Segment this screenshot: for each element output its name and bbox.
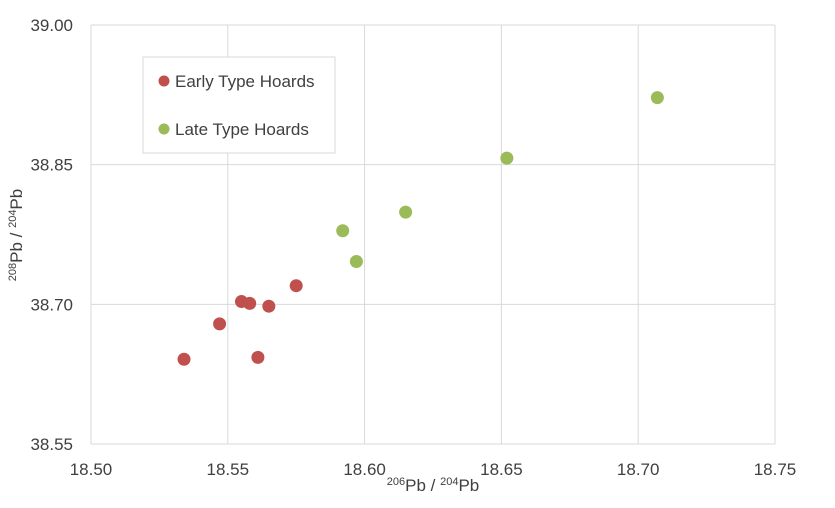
- x-tick-label: 18.55: [207, 460, 250, 479]
- late-type-hoard-point: [399, 205, 413, 219]
- legend-marker-late: [158, 123, 170, 135]
- legend-box: [142, 56, 336, 154]
- x-tick-label: 18.60: [343, 460, 386, 479]
- late-type-hoard-point: [349, 255, 363, 269]
- late-type-hoard-point: [500, 151, 514, 165]
- y-tick-label: 38.70: [30, 295, 73, 314]
- early-type-hoard-point: [262, 299, 276, 313]
- y-tick-label: 39.00: [30, 16, 73, 35]
- x-tick-label: 18.65: [480, 460, 523, 479]
- early-type-hoard-point: [213, 317, 227, 331]
- late-type-hoard-point: [650, 91, 664, 105]
- x-tick-labels: 18.50 18.55 18.60 18.65 18.70 18.75: [70, 460, 797, 479]
- x-tick-label: 18.50: [70, 460, 113, 479]
- x-axis-label: 206Pb / 204Pb: [387, 476, 479, 495]
- x-tick-label: 18.70: [617, 460, 660, 479]
- legend-label-early: Early Type Hoards: [175, 72, 315, 91]
- data-points: [177, 91, 664, 366]
- legend-label-late: Late Type Hoards: [175, 120, 309, 139]
- legend: Early Type Hoards Late Type Hoards: [142, 56, 336, 154]
- early-type-hoard-point: [177, 352, 191, 366]
- early-type-hoard-point: [251, 350, 265, 364]
- y-tick-label: 38.85: [30, 156, 73, 175]
- y-tick-label: 38.55: [30, 435, 73, 454]
- y-tick-labels: 38.55 38.70 38.85 39.00: [30, 16, 73, 454]
- legend-marker-early: [158, 75, 170, 87]
- late-type-hoard-point: [336, 224, 350, 238]
- early-type-hoard-point: [243, 296, 257, 310]
- y-axis-label: 208Pb / 204Pb: [7, 189, 26, 281]
- x-tick-label: 18.75: [754, 460, 797, 479]
- early-type-hoard-point: [289, 279, 303, 293]
